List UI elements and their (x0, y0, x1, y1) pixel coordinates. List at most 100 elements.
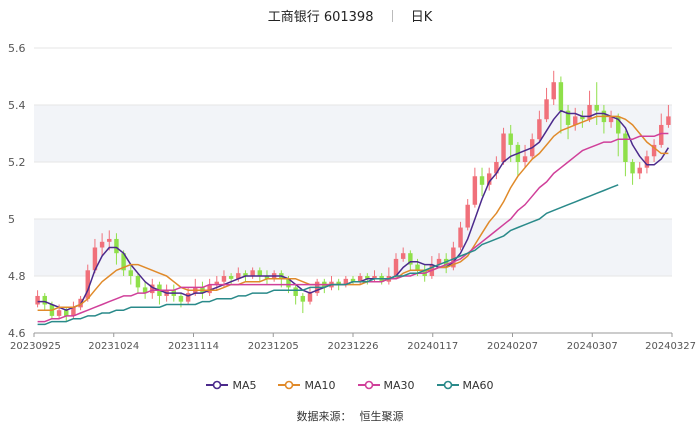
candle-body (522, 156, 528, 162)
x-tick-label: 20240307 (567, 341, 618, 352)
candle-body (307, 293, 313, 302)
moving-average-lines (37, 109, 670, 326)
candle-body (458, 227, 463, 248)
x-tick-label: 20231205 (248, 341, 299, 352)
candle-body (565, 110, 571, 125)
legend-label-ma5: MA5 (232, 378, 257, 392)
candle-body (99, 241, 105, 248)
candle-body (64, 310, 69, 316)
y-tick-label: 4.8 (8, 270, 26, 283)
candle-body (142, 287, 148, 294)
candle-body (372, 276, 377, 279)
candle-body (264, 276, 270, 279)
candle-body (666, 116, 671, 125)
stock-code: 601398 (323, 10, 374, 25)
legend: MA5 MA10 MA30 MA60 (0, 376, 700, 394)
candle-body (436, 258, 442, 265)
candle-body (357, 276, 363, 282)
candle-body (293, 287, 298, 296)
legend-label-ma60: MA60 (462, 378, 494, 392)
candle-body (472, 176, 478, 205)
candle-body (185, 293, 191, 302)
candle-body (135, 276, 141, 288)
legend-swatch-ma10 (278, 380, 301, 390)
candle-body (121, 253, 126, 271)
candles (35, 70, 671, 322)
candle-body (228, 276, 234, 279)
candle-body (214, 281, 220, 285)
x-tick-label: 20240207 (487, 341, 538, 352)
candle-body (644, 156, 650, 168)
candle-body (651, 144, 657, 157)
x-tick-label: 20231114 (168, 341, 219, 352)
source-label: 数据来源： (296, 410, 352, 423)
legend-label-ma30: MA30 (383, 378, 415, 392)
candle-body (544, 99, 549, 120)
legend-item-ma5[interactable]: MA5 (206, 376, 256, 394)
candle-body (42, 295, 47, 305)
candle-body (451, 247, 456, 268)
candle-body (85, 270, 90, 299)
candle-body (300, 295, 306, 302)
candle-body (415, 264, 420, 271)
candlestick-chart: 4.6 4.8 5 5.2 5.4 5.6 20230925 20231024 2023111… (8, 42, 696, 352)
candle-body (408, 253, 413, 265)
legend-item-ma30[interactable]: MA30 (357, 376, 415, 394)
candle-body (508, 133, 513, 145)
legend-item-ma10[interactable]: MA10 (278, 376, 336, 394)
candle-body (400, 253, 406, 259)
candle-body (659, 124, 664, 145)
candle-body (92, 247, 98, 271)
grid-band (34, 219, 672, 276)
x-tick-label: 20231226 (328, 341, 379, 352)
candle-body (580, 116, 585, 120)
x-tick-label: 20231024 (88, 341, 139, 352)
candle-body (393, 258, 399, 276)
candle-body (587, 105, 592, 120)
chart-title: 工商银行 601398 日K (0, 6, 700, 26)
legend-swatch-ma30 (357, 380, 380, 390)
candle-body (608, 116, 614, 123)
source-value: 恒生聚源 (359, 410, 404, 423)
candle-body (558, 82, 564, 111)
legend-item-ma60[interactable]: MA60 (436, 376, 494, 394)
x-tick-label: 20240117 (407, 341, 458, 352)
candle-body (114, 238, 119, 254)
candle-body (465, 204, 470, 228)
title-separator (391, 10, 393, 22)
legend-swatch-ma5 (206, 380, 229, 390)
period-label: 日K (410, 10, 433, 25)
candle-body (443, 258, 449, 268)
candle-body (537, 119, 542, 140)
candle-body (616, 116, 621, 134)
grid-band (34, 105, 672, 162)
data-source: 数据来源： 恒生聚源 (0, 408, 700, 424)
y-tick-label: 5.4 (8, 99, 26, 112)
y-tick-label: 5.6 (8, 42, 26, 55)
chart-bands (34, 105, 672, 276)
candle-body (479, 176, 485, 185)
chart-grid (34, 47, 672, 334)
x-tick-label: 20240327 (645, 341, 696, 352)
candle-body (286, 278, 291, 288)
candle-body (243, 273, 248, 276)
candle-body (494, 162, 499, 174)
ma-line-ma60 (37, 184, 619, 326)
candle-body (573, 116, 578, 125)
legend-label-ma10: MA10 (304, 378, 336, 392)
legend-swatch-ma60 (436, 380, 459, 390)
candle-body (257, 270, 263, 276)
candle-body (107, 238, 112, 242)
candle-body (551, 82, 556, 100)
candle-body (630, 162, 635, 174)
candle-body (250, 270, 255, 276)
candle-body (128, 270, 133, 276)
y-axis: 4.6 4.8 5 5.2 5.4 5.6 (8, 42, 26, 340)
x-tick-label: 20230925 (10, 341, 61, 352)
ma-line-ma10 (37, 115, 669, 311)
candle-body (236, 273, 241, 279)
stock-name: 工商银行 (267, 10, 320, 25)
y-tick-label: 5 (8, 213, 15, 226)
candle-body (336, 281, 341, 285)
candle-body (207, 284, 212, 294)
